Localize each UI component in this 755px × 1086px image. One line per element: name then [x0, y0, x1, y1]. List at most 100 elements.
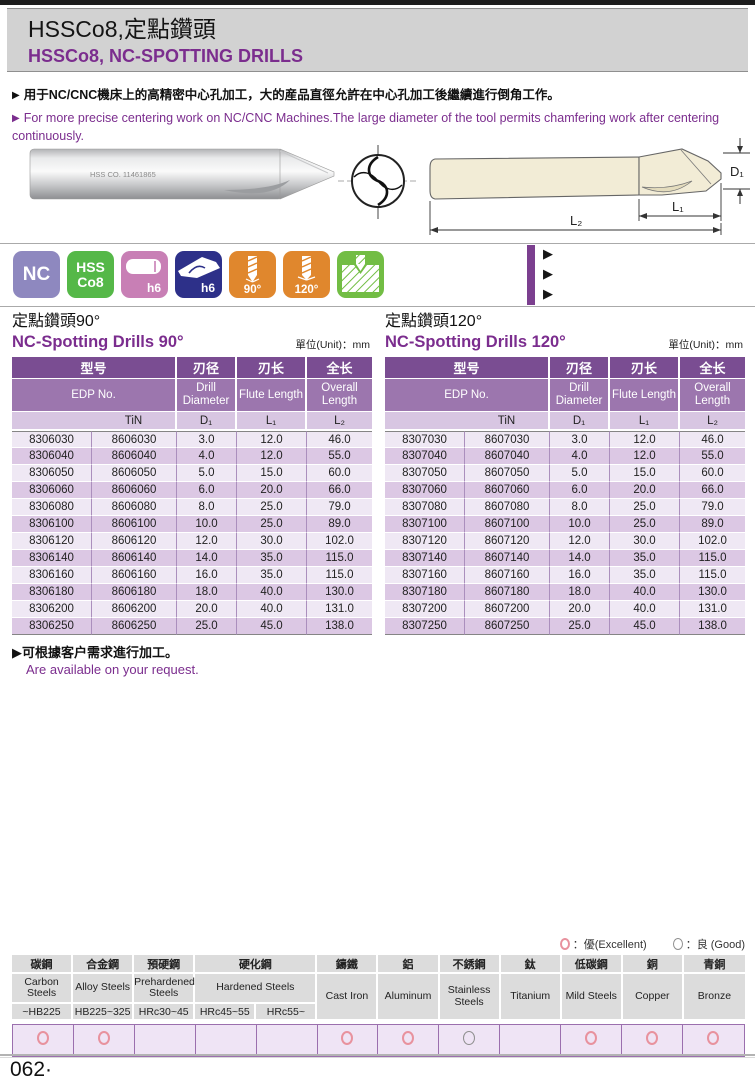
table-cell: 8307200: [385, 601, 465, 618]
table-cell: 46.0: [680, 431, 746, 448]
excellent-mark-icon: [402, 1031, 415, 1045]
table-cell: 8307140: [385, 550, 465, 567]
table-cell: 55.0: [307, 448, 373, 465]
table-cell: 25.0: [610, 516, 681, 533]
table-cell: 10.0: [177, 516, 238, 533]
table-cell: 20.0: [550, 601, 611, 618]
table-cell: 30.0: [237, 533, 308, 550]
table-cell: 8607040: [465, 448, 551, 465]
table-cell: 3.0: [177, 431, 238, 448]
mat-en: Stainless Steels: [439, 974, 501, 1021]
hss-co8-icon-label: HSS Co8: [76, 258, 105, 290]
table-cell: 8306250: [12, 618, 92, 635]
spec-table-90-body: 8306030 8606030 3.0 12.0 46.0 8306040 8606040 4…: [12, 431, 373, 635]
table-cell: 20.0: [177, 601, 238, 618]
rating-cell: [500, 1025, 562, 1056]
mat-hardness: HRc45~55: [195, 1004, 257, 1021]
rating-cell: [439, 1025, 501, 1056]
table-cell: 8306060: [12, 482, 92, 499]
intro-bullet-en: ▶ For more precise centering work on NC/C…: [12, 110, 750, 144]
mat-en: Prehardened Steels: [134, 974, 196, 1004]
table-cell: 35.0: [610, 550, 681, 567]
footer-divider: [0, 1054, 755, 1058]
page-title-en: HSSCo8, NC-SPOTTING DRILLS: [28, 46, 304, 66]
table-cell: 8307050: [385, 465, 465, 482]
col-plain: [12, 412, 92, 431]
excellent-mark-icon: [559, 938, 570, 950]
mat-zh: 硬化鋼: [195, 955, 318, 974]
table-cell: 89.0: [680, 516, 746, 533]
spotting-glyph-icon: [342, 255, 379, 292]
table-cell: 40.0: [237, 601, 308, 618]
table-row: 8307120 8607120 12.0 30.0 102.0: [385, 533, 746, 550]
table-cell: 25.0: [237, 516, 308, 533]
table-cell: 8606080: [92, 499, 178, 516]
table-row: 8307180 8607180 18.0 40.0 130.0: [385, 584, 746, 601]
table-cell: 35.0: [237, 567, 308, 584]
angle-90-glyph-icon: [245, 256, 260, 283]
table-cell: 60.0: [680, 465, 746, 482]
table-90-unit: 單位(Unit)：mm: [295, 339, 370, 351]
rating-legend: ：優(Excellent) ：良 (Good): [559, 936, 745, 952]
table-cell: 8606040: [92, 448, 178, 465]
table-row: 8306080 8606080 8.0 25.0 79.0: [12, 499, 373, 516]
intro-bullet-zh: ▶ 用于NC/CNC機床上的高精密中心孔加工，大的産品直徑允許在中心孔加工後繼續進…: [12, 87, 750, 105]
header-row-en: EDP No. Drill Diameter Flute Length Over…: [385, 379, 746, 412]
table-cell: 115.0: [680, 567, 746, 584]
mat-zh: 低碳鋼: [561, 955, 623, 974]
table-cell: 18.0: [550, 584, 611, 601]
table-cell: 66.0: [307, 482, 373, 499]
table-90-title-en: NC-Spotting Drills 90°: [12, 333, 184, 351]
angle-90-label: 90°: [243, 284, 262, 296]
table-row: 8307100 8607100 10.0 25.0 89.0: [385, 516, 746, 533]
legend-excellent: ：優(Excellent): [559, 936, 647, 952]
table-cell: 25.0: [550, 618, 611, 635]
col-l2: L₂: [307, 412, 373, 431]
side-arrow-icon: ▶: [543, 266, 553, 281]
header-row-en: EDP No. Drill Diameter Flute Length Over…: [12, 379, 373, 412]
spec-table-90: 型号 刃径 刃长 全长 EDP No. Drill Diameter Flute…: [12, 357, 373, 635]
shank-h6-label: h6: [146, 281, 161, 295]
col-diameter-zh: 刃径: [177, 357, 238, 379]
table-cell: 8306180: [12, 584, 92, 601]
col-diameter-en: Drill Diameter: [550, 379, 611, 412]
spec-table-120: 型号 刃径 刃长 全长 EDP No. Drill Diameter Flute…: [385, 357, 746, 635]
side-markers: ▶ ▶ ▶: [543, 244, 553, 304]
mat-zh: 不銹鋼: [439, 955, 501, 974]
table-cell: 8606120: [92, 533, 178, 550]
point-angle-120-icon: 120°: [283, 251, 330, 298]
table-cell: 15.0: [610, 465, 681, 482]
col-d1: D₁: [177, 412, 238, 431]
intro-bullet-zh-text: 用于NC/CNC機床上的高精密中心孔加工，大的産品直徑允許在中心孔加工後繼續進行…: [23, 88, 560, 102]
note-en: Are available on your request.: [26, 662, 199, 677]
spec-table-120-body: 8307030 8607030 3.0 12.0 46.0 8307040 8607040 4…: [385, 431, 746, 635]
shank-h6-icon: h6: [121, 251, 168, 298]
table-cell: 8307060: [385, 482, 465, 499]
table-cell: 8607080: [465, 499, 551, 516]
table-cell: 35.0: [237, 550, 308, 567]
table-cell: 40.0: [610, 584, 681, 601]
mat-en: Alloy Steels: [73, 974, 135, 1004]
point-angle-90-icon: 90°: [229, 251, 276, 298]
table-cell: 79.0: [680, 499, 746, 516]
note-zh: ▶可根據客户需求進行加工。: [12, 645, 179, 660]
table-cell: 8606030: [92, 431, 178, 448]
mat-hardness: ~HB225: [12, 1004, 74, 1021]
table-row: 8307050 8607050 5.0 15.0 60.0: [385, 465, 746, 482]
table-cell: 30.0: [610, 533, 681, 550]
col-oal-zh: 全长: [307, 357, 373, 379]
table-row: 8306050 8606050 5.0 15.0 60.0: [12, 465, 373, 482]
table-cell: 8607140: [465, 550, 551, 567]
table-cell: 8606250: [92, 618, 178, 635]
table-cell: 8307180: [385, 584, 465, 601]
table-cell: 12.0: [177, 533, 238, 550]
header-row-zh: 型号 刃径 刃长 全长: [385, 357, 746, 379]
bullet-arrow-icon: ▶: [12, 113, 20, 124]
dim-label-l1: L₁: [672, 199, 684, 214]
table-row: 8307200 8607200 20.0 40.0 131.0: [385, 601, 746, 618]
table-row: 8306250 8606250 25.0 45.0 138.0: [12, 618, 373, 635]
mat-hardness: HB225~325: [73, 1004, 135, 1021]
shank-glyph-icon: [126, 259, 161, 274]
drill-h6-label: h6: [200, 281, 215, 295]
